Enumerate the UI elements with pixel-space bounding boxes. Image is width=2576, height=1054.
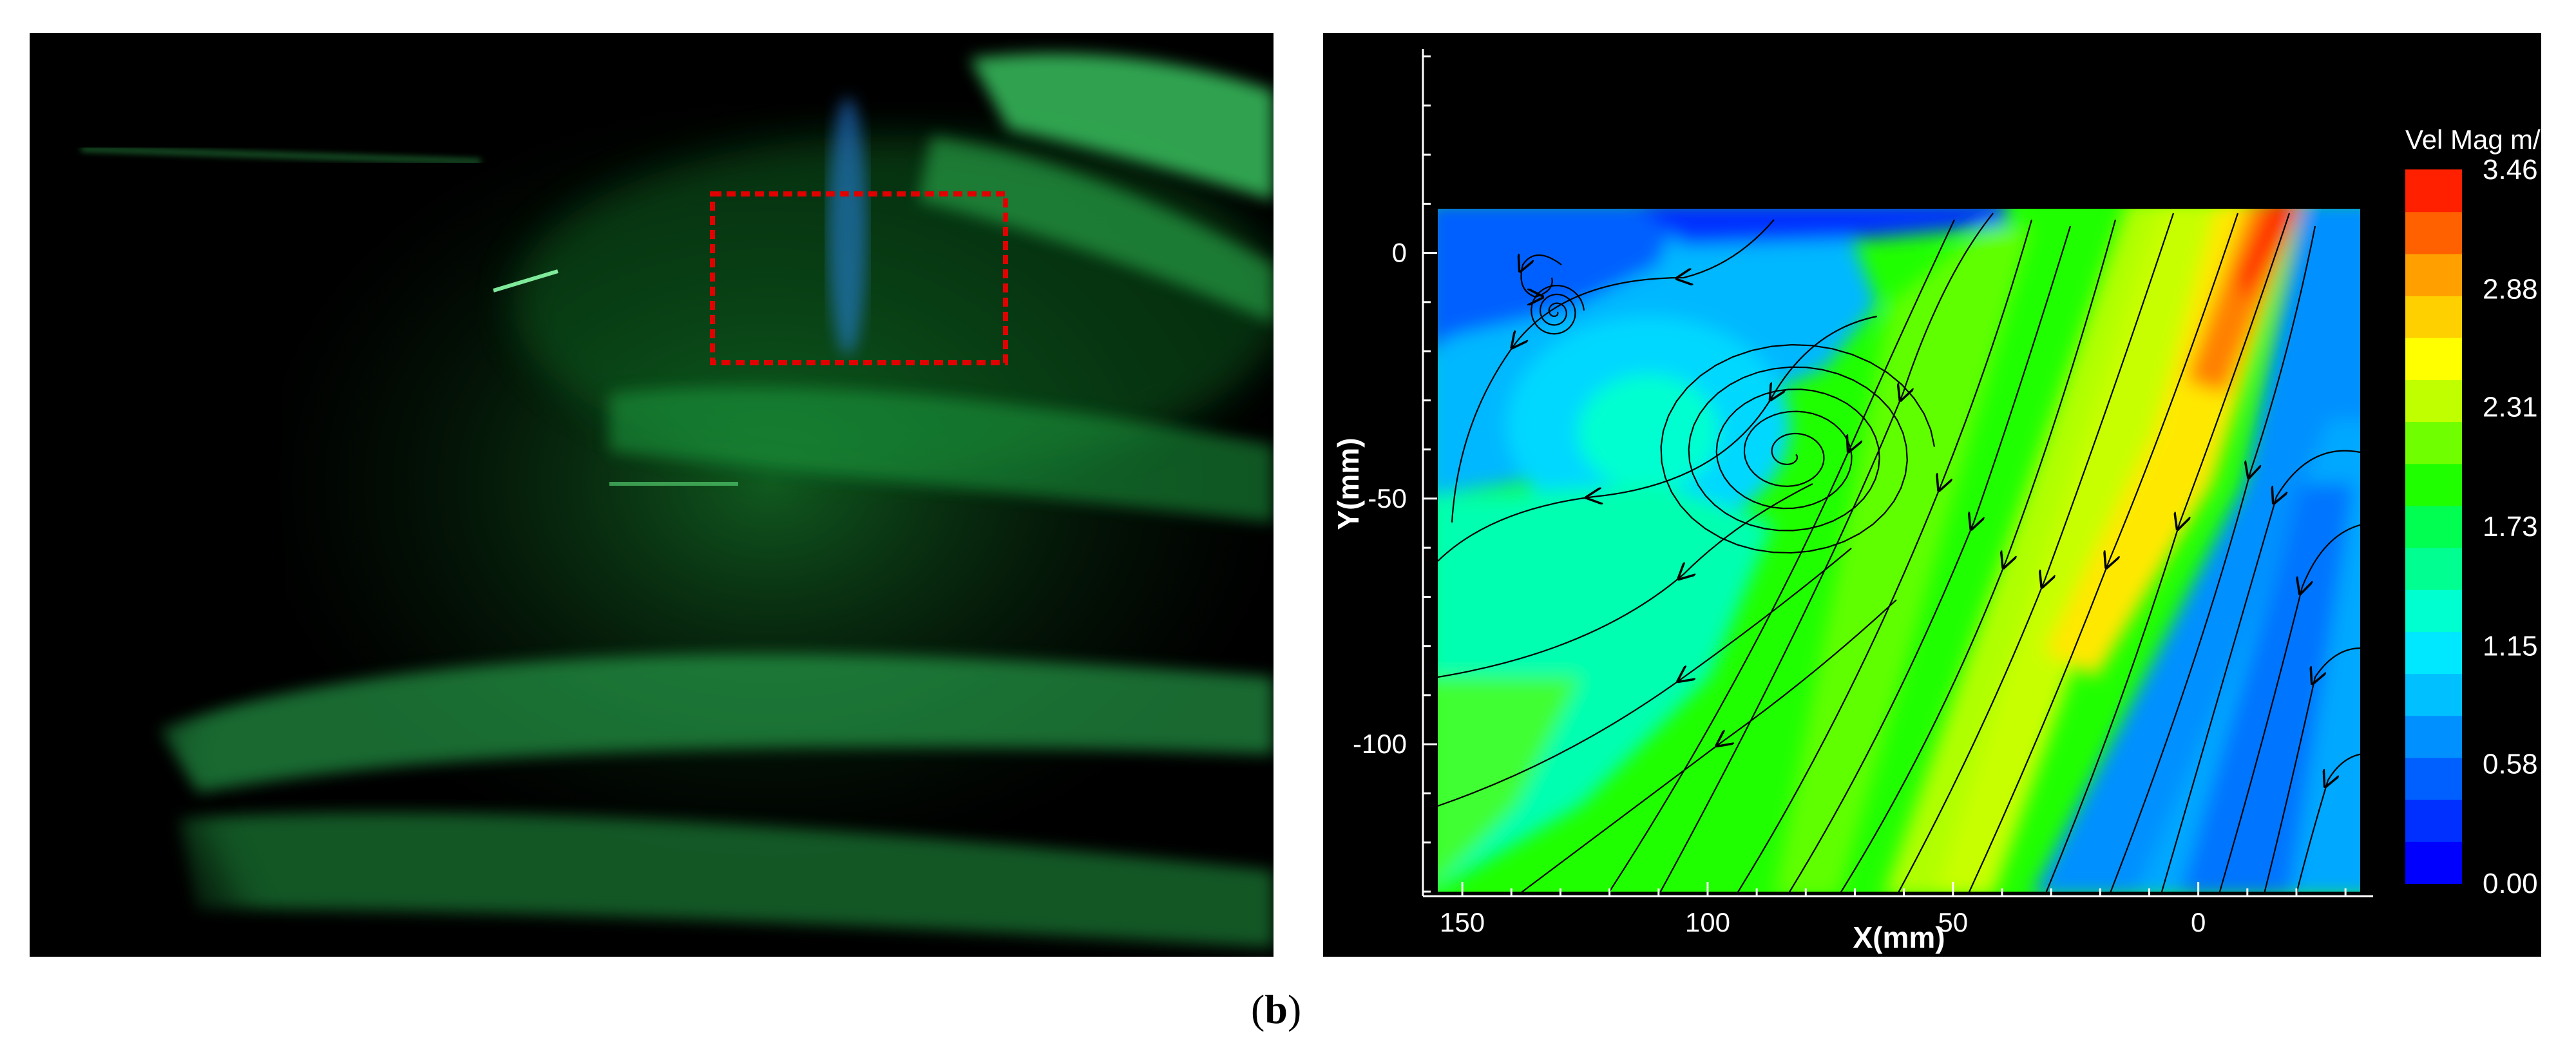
streamline [1438,548,1852,807]
streamline [1898,213,2175,892]
streamline [1659,213,1994,892]
roi-box [710,191,1008,365]
colorbar-title: Vel Mag [2405,124,2503,155]
streamline [2218,524,2360,892]
x-axis-title: X(mm) [1853,921,1945,954]
photo-image [30,33,1274,957]
streamline [1451,219,1775,523]
colorbar-segment [2405,841,2462,884]
streamline [1521,599,1897,892]
support-bar [493,269,558,292]
colorbar-label: 0.00 [2483,868,2538,899]
streamline [2161,450,2360,892]
streamline [2045,213,2291,892]
streamline [1522,255,1562,297]
streamline [1840,219,2117,892]
streamline [1788,225,2072,892]
dark-region [30,33,262,957]
colorbar: 3.46 2.88 2.31 1.73 1.15 0.58 0.00 [2405,154,2538,899]
contour-field [1438,209,2360,892]
streamline [2296,753,2360,892]
colorbar-segment [2405,631,2462,675]
bright-sheet-top [970,53,1274,201]
streamlines [1438,213,2360,892]
colorbar-segment [2405,463,2462,506]
colorbar-segment [2405,379,2462,423]
colorbar-segment [2405,799,2462,842]
colorbar-segment [2405,715,2462,758]
colorbar-segment [2405,589,2462,632]
colorbar-segment [2405,421,2462,465]
colorbar-unit: m/s [2510,124,2541,155]
colorbar-segment [2405,253,2462,296]
colorbar-label: 2.31 [2483,391,2538,423]
streamline [2264,647,2360,892]
y-axis-title: Y(mm) [1331,437,1365,530]
colorbar-segment [2405,673,2462,716]
x-tick-label: 100 [1685,907,1730,937]
colorbar-segment [2405,211,2462,254]
y-tick-label: -100 [1353,729,1407,759]
velocity-contour-plot: 150 100 50 0 0 -50 -100 X(mm) Y(mm) 3.46 2.88 2.… [1323,33,2541,957]
streamline [1737,219,2033,892]
streamline [1438,315,1878,562]
x-tick-label: 50 [1938,907,1968,937]
sheet-mid-right [919,136,1274,323]
streamline [2110,225,2316,892]
x-tick-label: 150 [1440,907,1485,937]
colorbar-segment [2405,505,2462,548]
panel-label-close: ) [1287,986,1302,1032]
axes: 150 100 50 0 0 -50 -100 [1353,49,2373,937]
vortex-spiral [1660,343,1936,554]
colorbar-label: 3.46 [2483,154,2538,186]
panel-label-letter: b [1264,986,1288,1032]
streamline [1608,219,1955,892]
y-tick-label: -50 [1368,483,1407,513]
panel-label: (b) [1251,986,1301,1033]
blue-reflection [828,97,867,355]
plot-svg: 150 100 50 0 0 -50 -100 X(mm) Y(mm) 3.46 2.88 2.… [1331,49,2541,954]
flow-visualization-photo [30,33,1274,957]
colorbar-label: 1.15 [2483,631,2538,662]
streak-top [81,146,481,164]
layer-lower [158,654,1274,793]
colorbar-label: 2.88 [2483,274,2538,305]
layer-mid [609,387,1274,522]
streamline [1969,213,2239,892]
colorbar-label: 1.73 [2483,511,2538,542]
colorbar-segment [2405,757,2462,800]
y-tick-label: 0 [1392,238,1407,268]
layer-bottom [178,812,1274,948]
colorbar-segment [2405,169,2462,213]
small-vortex-spiral [1531,285,1585,335]
colorbar-segment [2405,547,2462,590]
colorbar-segment [2405,337,2462,380]
streamline [1438,483,1813,678]
x-tick-label: 0 [2191,907,2206,937]
panel-label-open: ( [1251,986,1265,1032]
colorbar-label: 0.58 [2483,748,2538,780]
colorbar-segment [2405,295,2462,338]
